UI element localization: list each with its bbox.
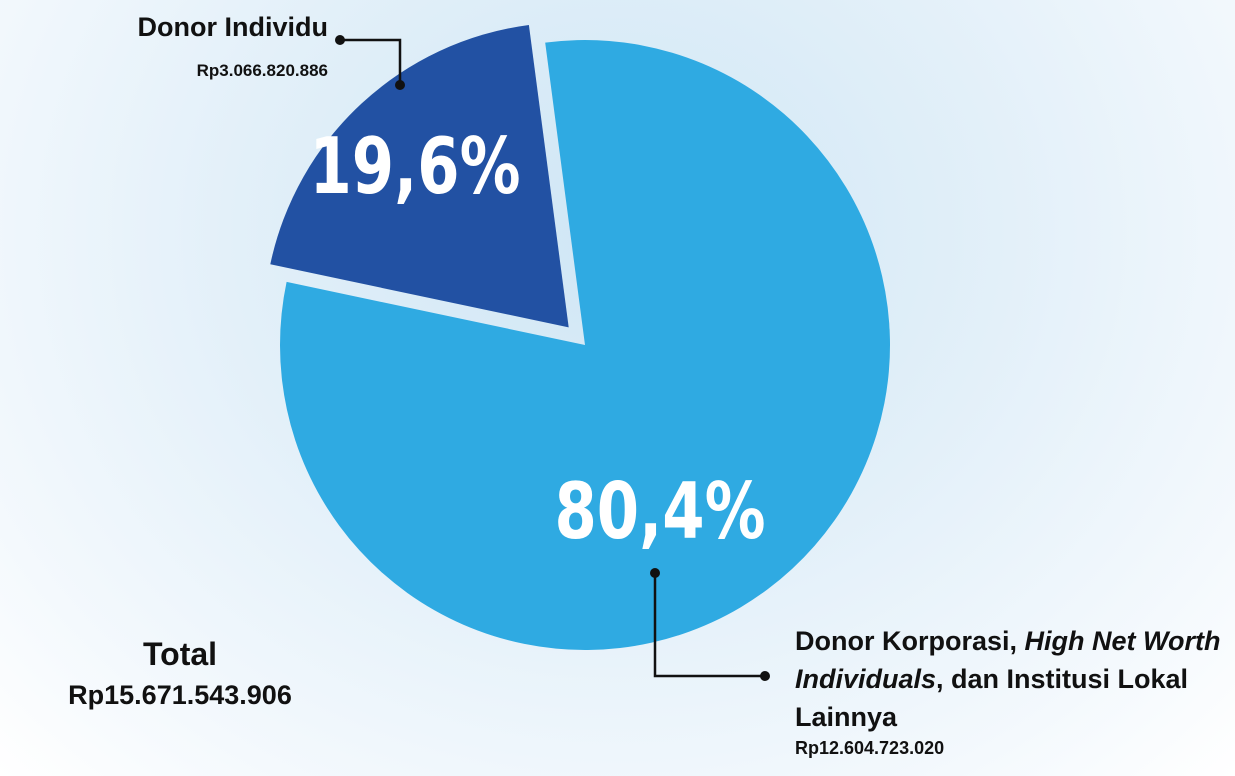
total-label: Total <box>30 636 330 673</box>
infographic: 19,6% 80,4% Donor Individu Rp3.066.820.88… <box>0 0 1235 776</box>
percent-label: 19,6% <box>309 122 520 212</box>
legend-label: Donor Korporasi, High Net Worth Individu… <box>795 622 1235 736</box>
callout-dot <box>650 568 660 578</box>
callout-individu <box>340 40 400 85</box>
total-value: Rp15.671.543.906 <box>30 680 330 711</box>
amount-label: Rp3.066.820.886 <box>197 61 328 81</box>
label-run: Donor Korporasi, <box>795 626 1025 656</box>
amount-label: Rp12.604.723.020 <box>795 738 944 759</box>
callout-dot <box>395 80 405 90</box>
percent-label: 80,4% <box>554 467 765 557</box>
label-run: Donor Individu <box>138 12 328 42</box>
callout-dot <box>335 35 345 45</box>
callout-dot <box>760 671 770 681</box>
legend-label: Donor Individu <box>138 12 328 43</box>
